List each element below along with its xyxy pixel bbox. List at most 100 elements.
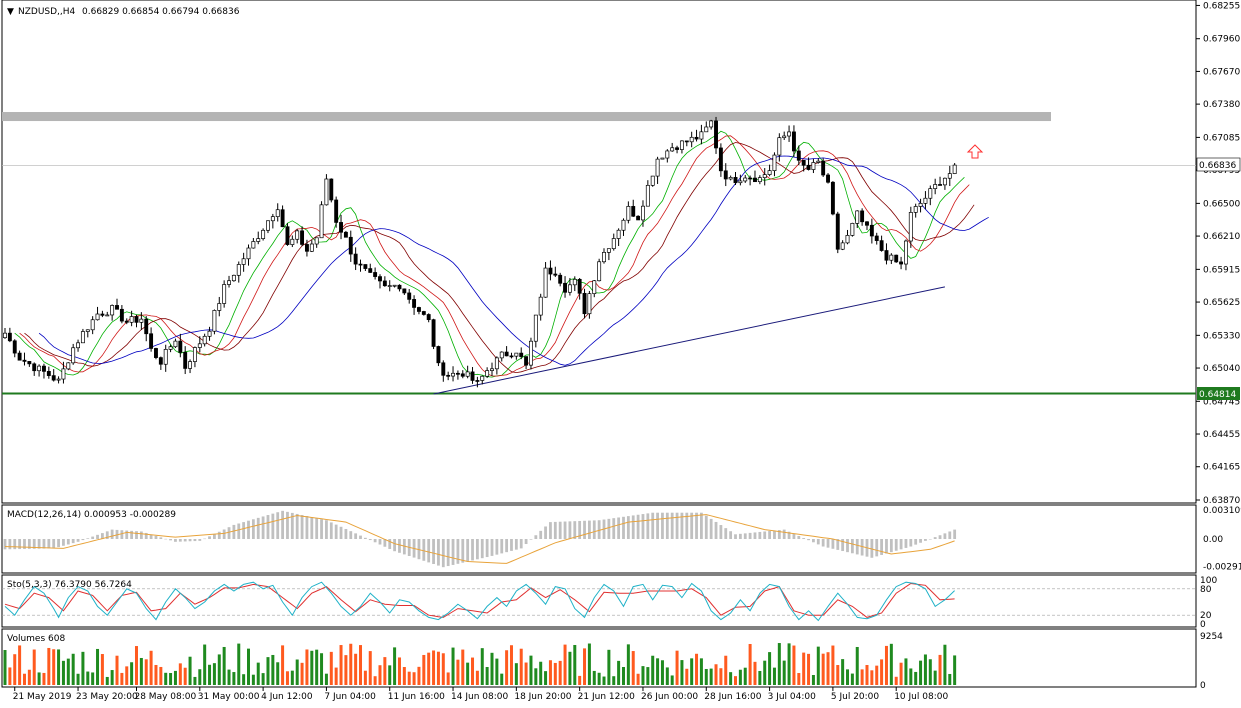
candle	[762, 168, 767, 186]
candle	[421, 310, 426, 316]
macd-histogram-bar	[300, 514, 304, 539]
candle-body	[431, 319, 436, 347]
candle-body	[767, 170, 772, 175]
candle	[134, 314, 139, 328]
candle	[689, 131, 694, 148]
candle-body	[699, 131, 704, 140]
macd-histogram-bar	[286, 511, 289, 539]
volume-bar	[850, 673, 854, 685]
macd-histogram-bar	[651, 512, 655, 539]
macd-histogram-bar	[578, 520, 582, 539]
candle-body	[95, 313, 100, 321]
candle	[621, 218, 626, 236]
candle-body	[119, 308, 124, 322]
volume-bar	[680, 660, 684, 685]
volume-bar	[734, 676, 737, 685]
ohlc-label: 0.66829 0.66854 0.66794 0.66836	[82, 7, 240, 17]
volume-bar	[583, 648, 587, 685]
volume-bar	[139, 657, 143, 685]
candle-body	[285, 226, 290, 245]
candle-body	[261, 229, 266, 239]
volume-bar	[699, 658, 703, 685]
volume-bar	[451, 647, 455, 685]
candle-body	[777, 137, 782, 156]
volume-bar	[889, 643, 893, 685]
macd-histogram-bar	[485, 539, 489, 558]
macd-histogram-bar	[490, 539, 494, 556]
macd-histogram-bar	[120, 530, 124, 539]
volume-bar	[704, 668, 708, 685]
candle-body	[947, 173, 952, 179]
volume-bar	[529, 655, 533, 685]
macd-histogram-bar	[227, 527, 231, 539]
macd-histogram-bar	[368, 539, 372, 541]
candle-body	[105, 314, 110, 317]
candle-body	[3, 332, 7, 339]
macd-histogram-bar	[480, 539, 484, 559]
candle	[129, 310, 134, 327]
volume-bar	[134, 646, 138, 685]
candle	[295, 228, 300, 244]
volume-bar	[368, 651, 372, 685]
macd-histogram-bar	[919, 539, 922, 543]
candle-body	[913, 206, 918, 213]
candle	[417, 306, 421, 315]
macd-histogram-bar	[724, 528, 728, 539]
candle-body	[928, 188, 933, 199]
candle-body	[529, 340, 533, 366]
macd-histogram-bar	[339, 526, 343, 539]
macd-histogram-bar	[704, 515, 708, 539]
macd-histogram-bar	[782, 529, 786, 539]
volume-bar	[3, 650, 7, 685]
candle-body	[412, 299, 417, 308]
time-tick-label: 14 Jun 08:00	[451, 692, 508, 702]
candle-body	[597, 261, 602, 282]
candle-body	[270, 216, 275, 222]
volume-bar	[792, 645, 796, 685]
candle-body	[782, 135, 787, 139]
candle-body	[231, 274, 236, 282]
volume-bar	[841, 659, 845, 685]
volume-bar	[675, 650, 679, 685]
candle-body	[884, 250, 889, 261]
volume-bar	[188, 656, 192, 685]
candle-body	[149, 333, 154, 349]
macd-histogram-bar	[378, 539, 382, 545]
macd-histogram-bar	[714, 521, 718, 539]
candle-body	[762, 174, 767, 179]
volume-bar	[47, 647, 51, 685]
volume-bar	[612, 676, 616, 685]
volume-bar	[57, 649, 61, 685]
candle-body	[499, 351, 504, 359]
candle	[66, 362, 71, 371]
macd-histogram-bar	[13, 539, 17, 550]
candle-body	[524, 356, 529, 366]
volume-bar	[115, 655, 119, 685]
volume-bar	[256, 662, 260, 685]
macd-histogram-bar	[441, 539, 445, 568]
candle-body	[840, 242, 845, 250]
macd-histogram-bar	[47, 539, 51, 549]
candle	[227, 275, 231, 288]
candle	[538, 293, 543, 321]
candle-body	[183, 352, 188, 369]
candle-body	[519, 352, 524, 357]
volume-bar	[884, 645, 888, 685]
candle	[869, 218, 874, 244]
candle-body	[757, 177, 762, 183]
candle-body	[80, 331, 85, 344]
candle	[314, 237, 319, 248]
candle-body	[470, 371, 475, 381]
volume-bar	[100, 654, 104, 685]
candle	[553, 266, 558, 278]
macd-histogram-bar	[57, 539, 60, 548]
macd-histogram-bar	[193, 539, 197, 542]
macd-tick-label: -0.002912	[1203, 562, 1241, 572]
volume-bar	[407, 671, 411, 685]
volume-bar	[539, 661, 543, 685]
macd-histogram-bar	[612, 518, 616, 539]
volume-bar	[96, 648, 100, 685]
macd-histogram-bar	[763, 531, 767, 539]
macd-histogram-bar	[631, 515, 635, 539]
candle	[884, 243, 889, 265]
